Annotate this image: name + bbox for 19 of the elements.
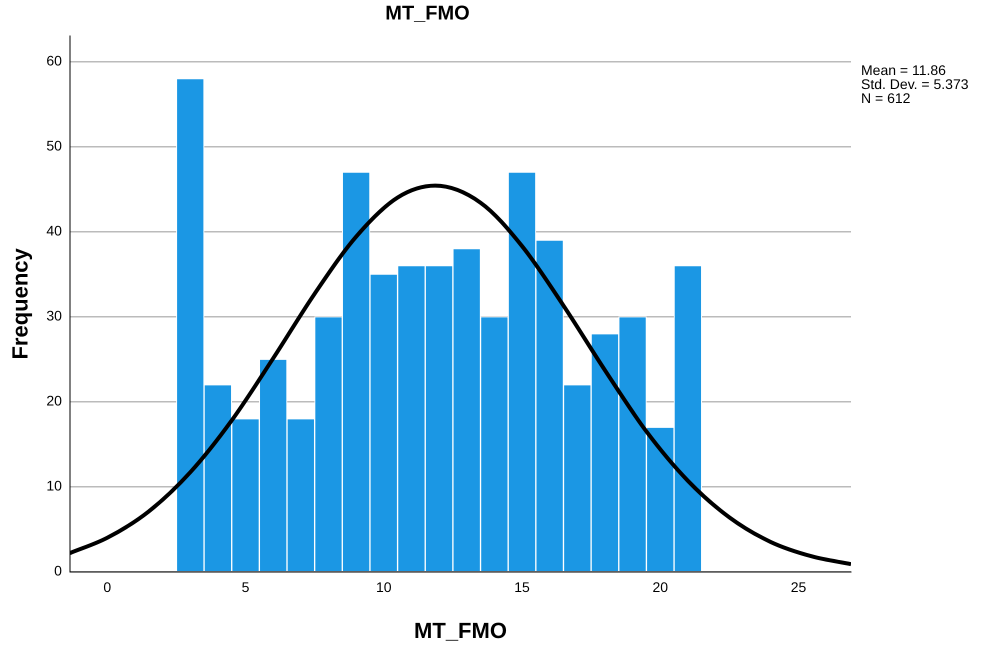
text: N = 612 [861,90,911,106]
y-tick-label: 0 [54,562,62,579]
y-tick-label: 30 [46,308,62,324]
text: Std. Dev. = 5.373 [861,76,969,92]
x-tick-label: 10 [376,579,392,596]
x-axis-title: MT_FMO [414,618,507,643]
x-tick-label: 25 [790,579,806,596]
x-tick-label: 15 [514,579,530,596]
x-tick-label: 20 [652,579,668,596]
text: Mean = 11.86 [861,62,946,78]
y-tick-label: 10 [46,478,62,494]
y-tick-label: 40 [46,222,62,238]
chart-title: MT_FMO [385,2,470,25]
y-tick-label: 60 [46,52,62,68]
y-axis-title: Frequency [7,248,32,360]
y-tick-label: 20 [46,392,62,409]
x-tick-label: 0 [103,579,112,596]
y-tick-label: 50 [46,137,62,154]
x-tick-label: 5 [242,579,250,596]
